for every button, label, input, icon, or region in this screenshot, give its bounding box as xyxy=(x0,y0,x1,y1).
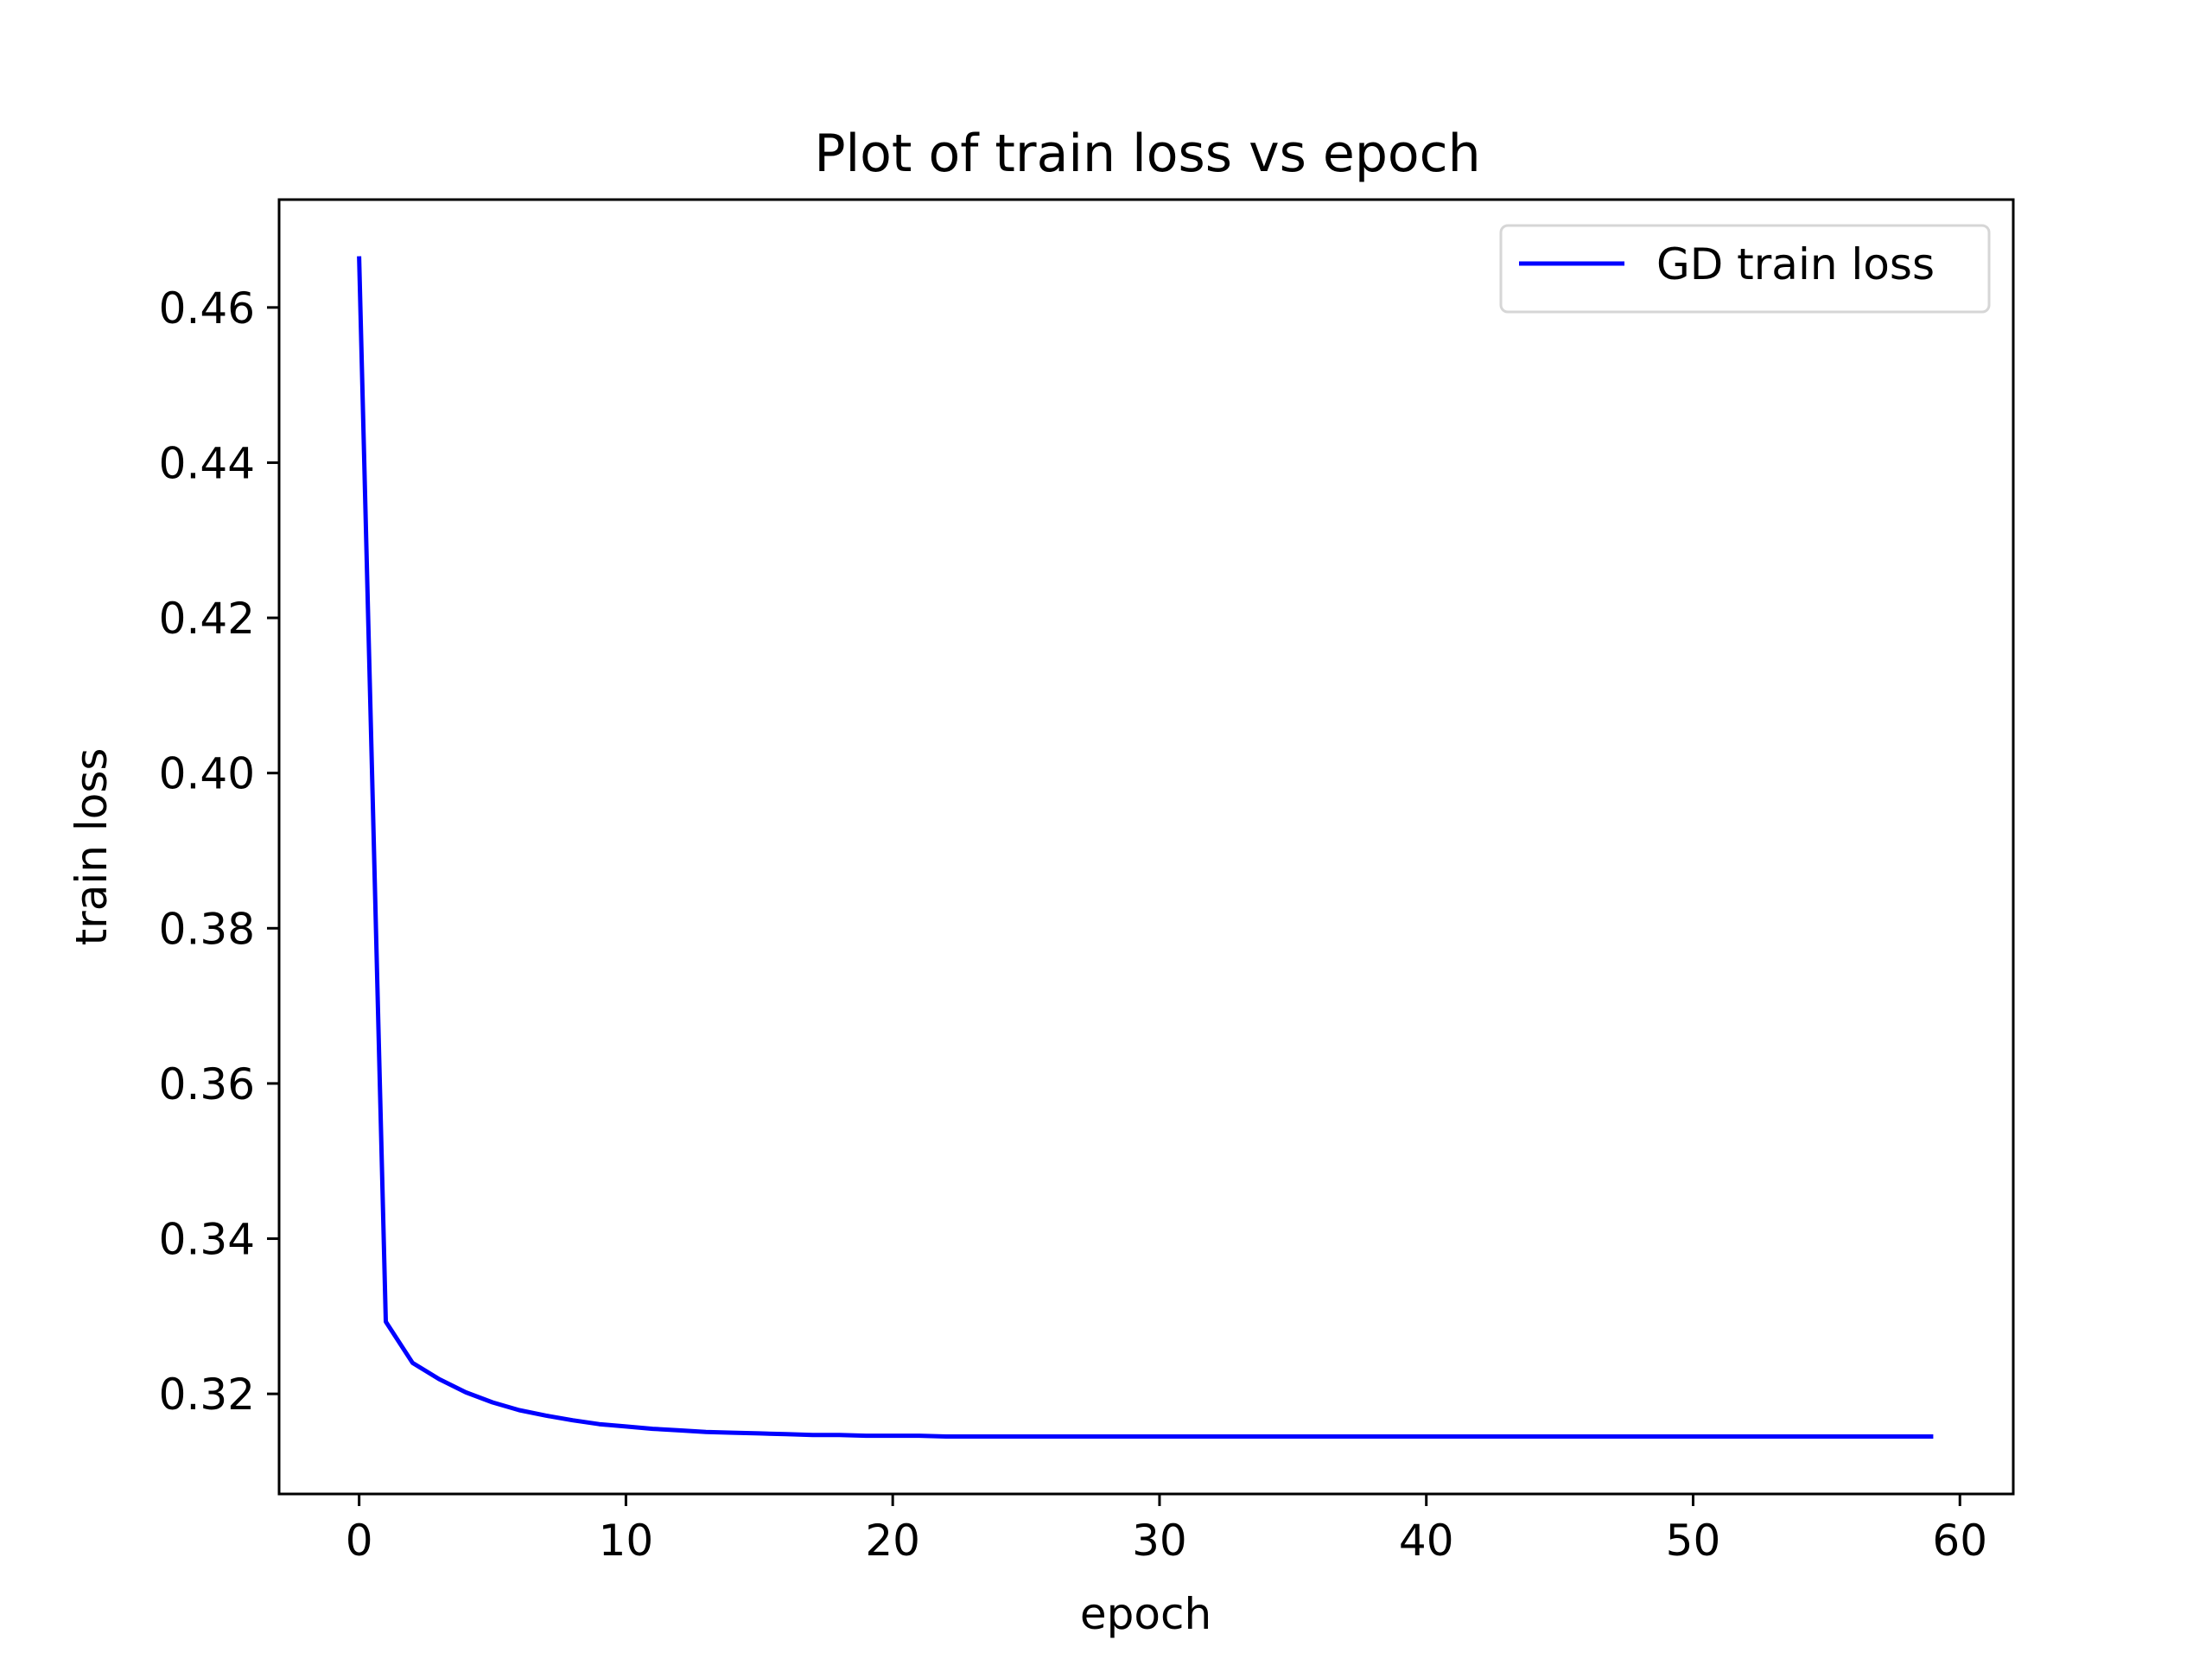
y-axis-ticks: 0.32 0.34 0.36 0.38 0.40 0.42 0.44 0.46 xyxy=(159,283,279,1420)
y-tick-label: 0.32 xyxy=(159,1370,255,1420)
x-tick-label: 0 xyxy=(346,1516,373,1566)
legend-label: GD train loss xyxy=(1656,239,1935,289)
x-tick-label: 30 xyxy=(1132,1516,1187,1566)
y-tick-label: 0.46 xyxy=(159,283,255,334)
x-axis-ticks: 0 10 20 30 40 50 60 xyxy=(346,1494,1987,1566)
x-axis-label: epoch xyxy=(1080,1589,1211,1639)
x-tick-label: 60 xyxy=(1932,1516,1987,1566)
y-tick-label: 0.42 xyxy=(159,594,255,644)
series-line-gd-train-loss xyxy=(357,256,1934,1439)
y-axis-label: train loss xyxy=(67,748,117,946)
series-layer xyxy=(357,256,1934,1439)
x-tick-label: 50 xyxy=(1666,1516,1721,1566)
legend: GD train loss xyxy=(1499,224,1991,314)
y-tick-label: 0.34 xyxy=(159,1215,255,1265)
x-tick-label: 20 xyxy=(865,1516,920,1566)
x-tick-label: 40 xyxy=(1399,1516,1454,1566)
y-tick-label: 0.38 xyxy=(159,904,255,954)
y-tick-label: 0.40 xyxy=(159,749,255,799)
legend-box xyxy=(1499,224,1991,314)
chart-title: Plot of train loss vs epoch xyxy=(814,124,1480,184)
plot-area: 0 10 20 30 40 50 60 0.320.340.360.380.400.420.… xyxy=(159,198,2015,1566)
plot-frame xyxy=(277,198,2015,1496)
x-tick-label: 10 xyxy=(599,1516,654,1566)
y-tick-label: 0.44 xyxy=(159,438,255,488)
y-tick-label: 0.36 xyxy=(159,1059,255,1109)
